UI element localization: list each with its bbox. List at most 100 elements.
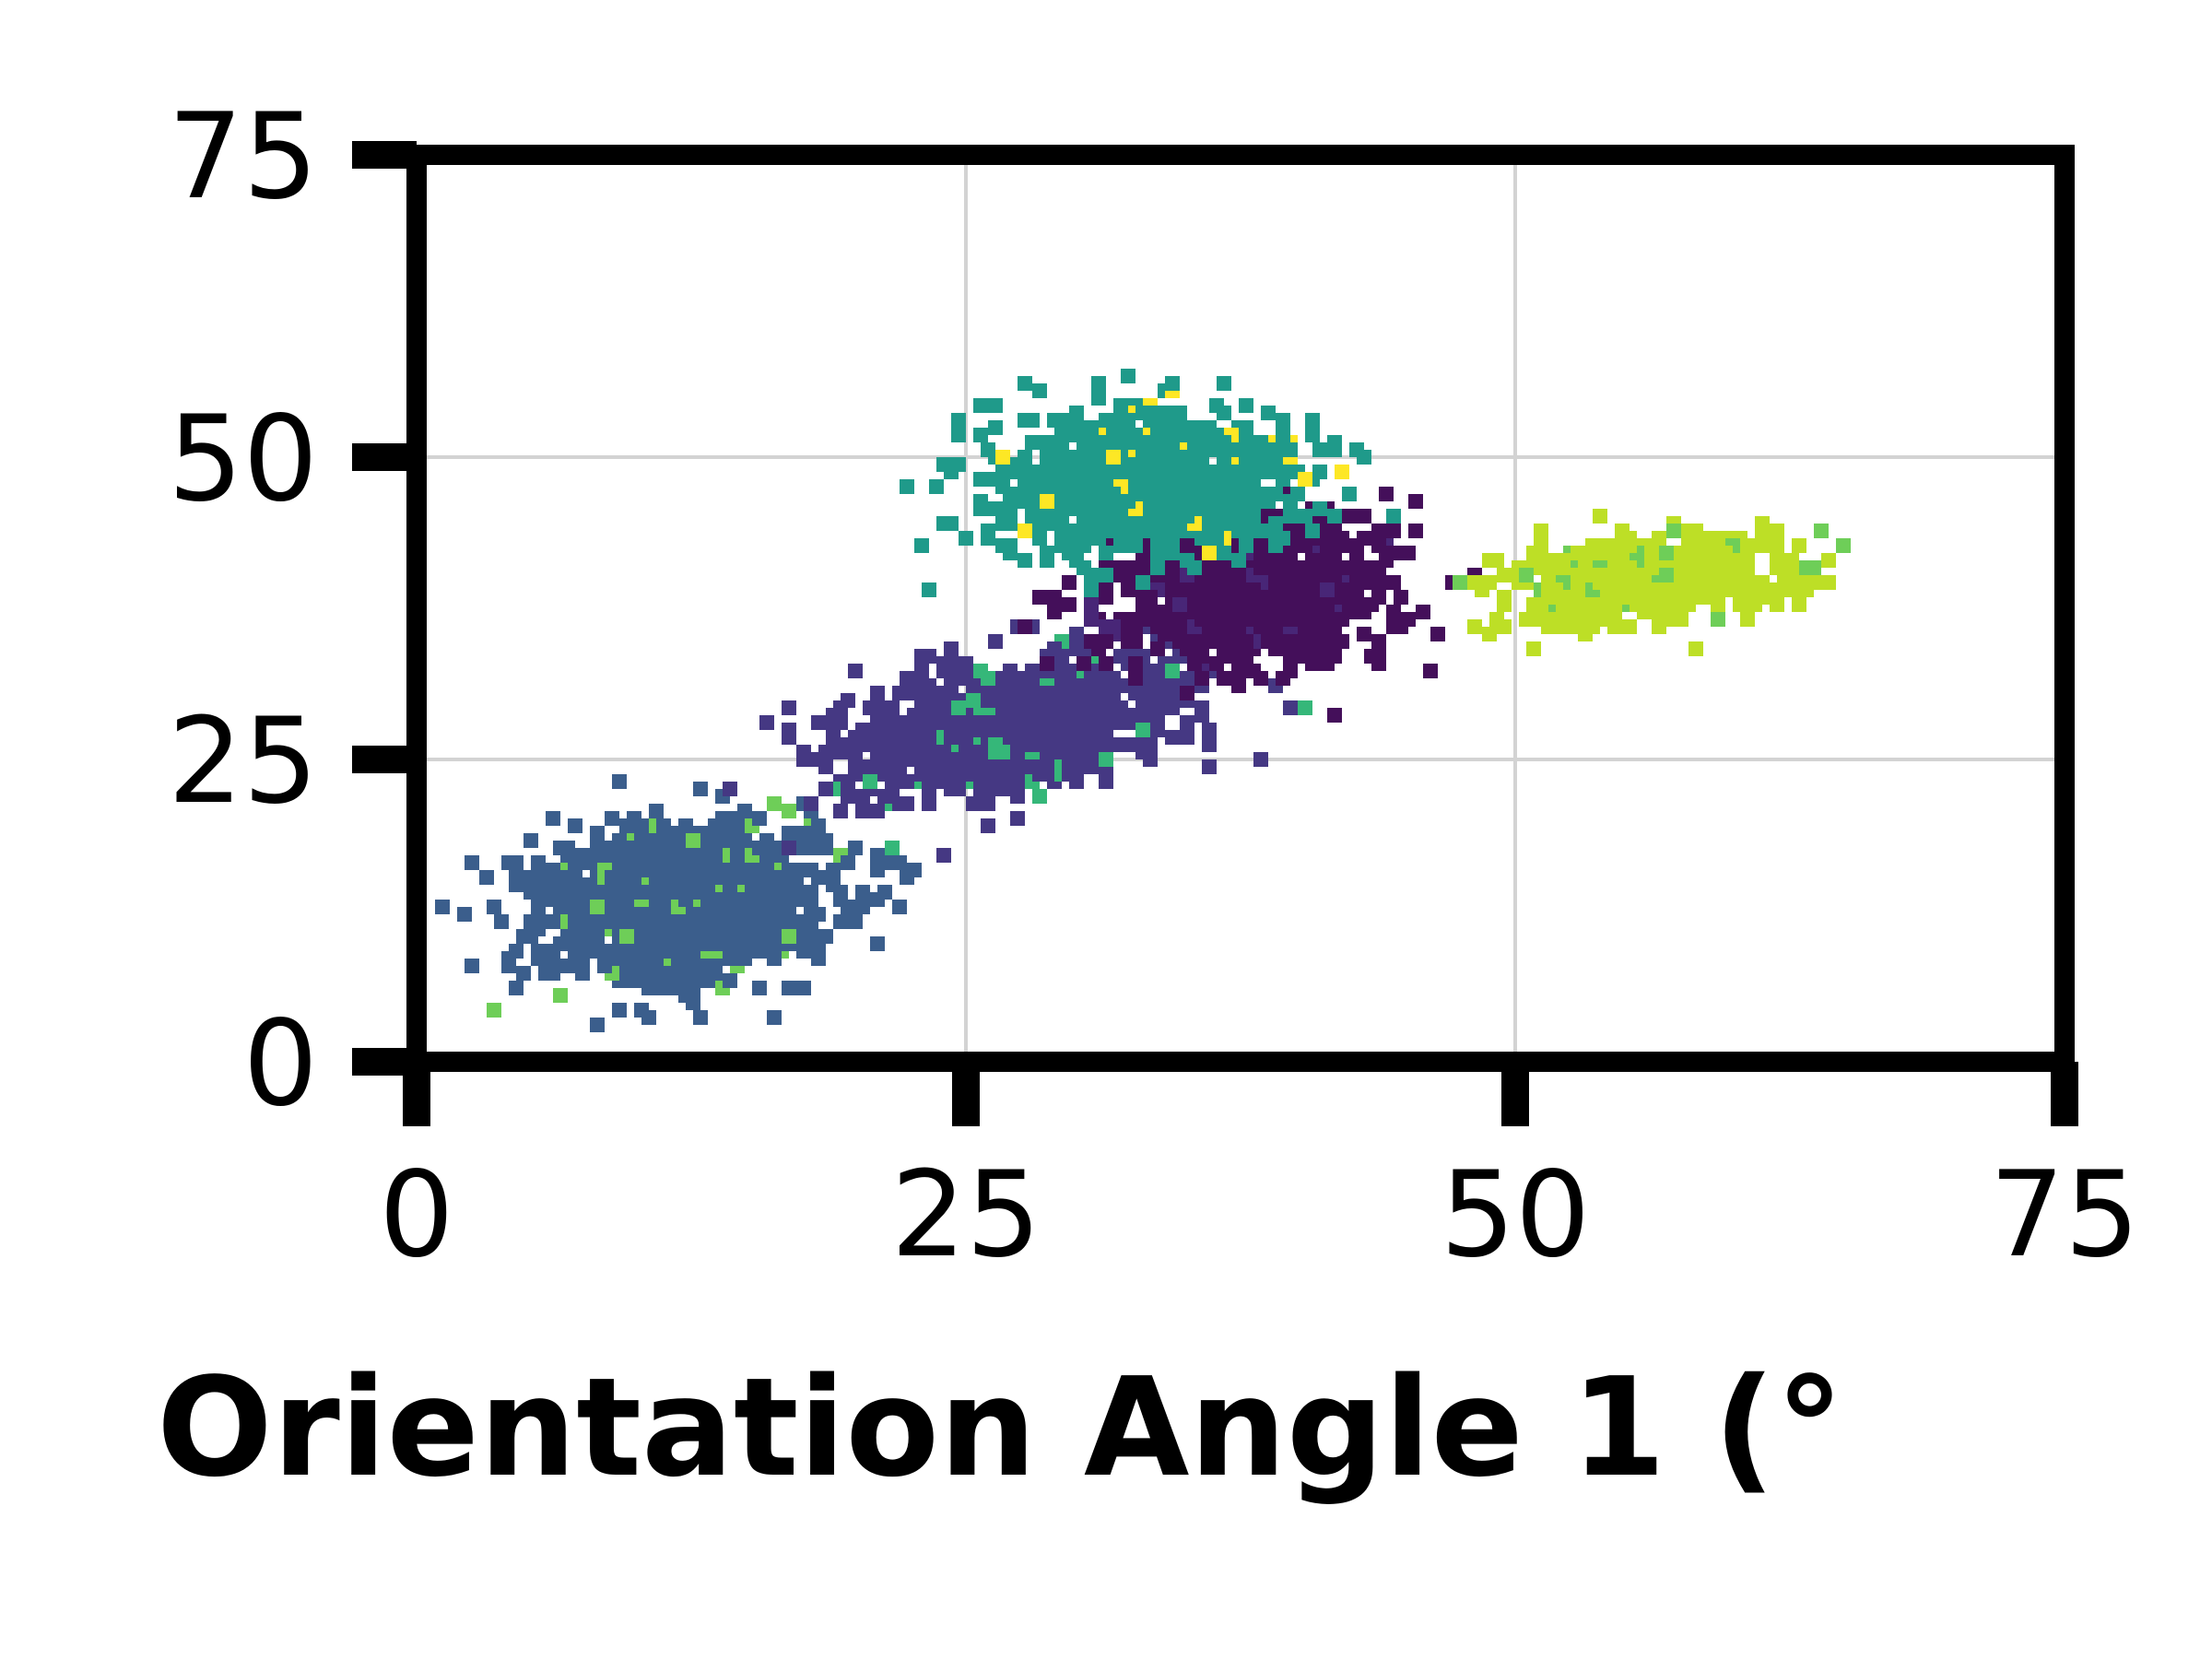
scatter-point bbox=[1069, 715, 1084, 730]
scatter-point bbox=[900, 479, 914, 494]
scatter-point bbox=[1298, 568, 1312, 582]
scatter-point bbox=[1298, 649, 1312, 664]
scatter-point bbox=[730, 922, 745, 936]
scatter-point bbox=[1025, 664, 1040, 678]
scatter-point bbox=[752, 841, 767, 855]
scatter-point bbox=[877, 885, 892, 900]
scatter-point bbox=[1482, 553, 1497, 568]
scatter-point bbox=[590, 900, 605, 914]
scatter-point bbox=[1711, 597, 1725, 612]
scatter-point bbox=[1416, 605, 1430, 619]
scatter-point bbox=[1187, 656, 1202, 671]
scatter-point bbox=[1069, 641, 1084, 656]
scatter-point bbox=[1283, 509, 1298, 524]
scatter-point bbox=[1762, 538, 1777, 553]
scatter-point bbox=[1187, 590, 1202, 605]
scatter-point bbox=[1165, 487, 1180, 501]
scatter-point bbox=[833, 700, 848, 715]
scatter-point bbox=[1187, 472, 1202, 487]
scatter-point bbox=[811, 944, 826, 959]
scatter-point bbox=[1585, 538, 1600, 553]
scatter-point bbox=[1106, 700, 1121, 715]
scatter-point bbox=[575, 966, 590, 981]
scatter-point bbox=[1217, 435, 1231, 450]
scatter-point bbox=[922, 649, 936, 664]
scatter-point bbox=[848, 752, 863, 767]
scatter-point bbox=[1003, 723, 1018, 737]
scatter-point bbox=[922, 730, 936, 745]
scatter-point bbox=[1047, 745, 1062, 759]
scatter-point bbox=[1386, 605, 1401, 619]
scatter-point bbox=[1747, 582, 1762, 597]
scatter-point bbox=[1534, 597, 1548, 612]
scatter-point bbox=[435, 900, 450, 914]
scatter-point bbox=[1283, 442, 1298, 457]
scatter-point bbox=[1143, 752, 1158, 767]
scatter-point bbox=[1128, 686, 1143, 700]
scatter-point bbox=[804, 796, 818, 811]
scatter-point bbox=[723, 782, 737, 796]
scatter-point bbox=[944, 516, 959, 531]
scatter-point bbox=[605, 951, 619, 966]
x-tick-label-2: 50 bbox=[1441, 1147, 1591, 1284]
scatter-point bbox=[1740, 612, 1755, 627]
scatter-point bbox=[605, 811, 619, 826]
scatter-point bbox=[892, 759, 907, 774]
scatter-point bbox=[1327, 531, 1342, 546]
scatter-point bbox=[1593, 597, 1607, 612]
plot-frame bbox=[406, 145, 2075, 1072]
scatter-point bbox=[1165, 531, 1180, 546]
scatter-point bbox=[1298, 700, 1312, 715]
scatter-point bbox=[1069, 472, 1084, 487]
scatter-point bbox=[1770, 597, 1784, 612]
scatter-point bbox=[752, 811, 767, 826]
scatter-point bbox=[1099, 619, 1113, 634]
scatter-point bbox=[1821, 553, 1836, 568]
scatter-point bbox=[1253, 752, 1268, 767]
scatter-point bbox=[1062, 664, 1077, 678]
scatter-point bbox=[1298, 472, 1312, 487]
scatter-point bbox=[1320, 582, 1335, 597]
scatter-point bbox=[1099, 656, 1113, 671]
scatter-point bbox=[546, 914, 560, 929]
scatter-point bbox=[951, 671, 966, 686]
scatter-point bbox=[693, 966, 708, 981]
scatter-point bbox=[1099, 590, 1113, 605]
scatter-point bbox=[767, 944, 782, 959]
scatter-point bbox=[1408, 494, 1423, 509]
scatter-point bbox=[1084, 634, 1099, 649]
scatter-point bbox=[1165, 450, 1180, 465]
scatter-point bbox=[693, 1010, 708, 1025]
scatter-point bbox=[1150, 494, 1165, 509]
scatter-point bbox=[1607, 619, 1622, 634]
scatter-point bbox=[1054, 708, 1069, 723]
scatter-point bbox=[1740, 560, 1755, 575]
scatter-point bbox=[936, 848, 951, 863]
scatter-point bbox=[796, 863, 811, 877]
scatter-point bbox=[1032, 789, 1047, 804]
scatter-point bbox=[479, 870, 494, 885]
scatter-point bbox=[1077, 442, 1091, 457]
scatter-point bbox=[848, 841, 863, 855]
scatter-point bbox=[1018, 413, 1032, 428]
scatter-point bbox=[995, 538, 1010, 553]
scatter-point bbox=[1040, 553, 1054, 568]
scatter-point bbox=[656, 944, 671, 959]
scatter-point bbox=[988, 472, 1003, 487]
scatter-point bbox=[841, 855, 855, 870]
scatter-point bbox=[1674, 590, 1688, 605]
scatter-point bbox=[988, 634, 1003, 649]
scatter-point bbox=[612, 833, 627, 848]
scatter-point bbox=[1497, 619, 1512, 634]
scatter-point bbox=[1327, 509, 1342, 524]
scatter-point bbox=[1084, 612, 1099, 627]
scatter-point bbox=[1032, 708, 1047, 723]
scatter-point bbox=[671, 841, 686, 855]
scatter-point bbox=[1733, 597, 1747, 612]
scatter-point bbox=[516, 929, 531, 944]
scatter-point bbox=[1630, 575, 1644, 590]
scatter-point bbox=[1099, 737, 1113, 752]
scatter-point bbox=[951, 428, 966, 442]
scatter-point bbox=[1187, 560, 1202, 575]
scatter-point bbox=[1217, 671, 1231, 686]
